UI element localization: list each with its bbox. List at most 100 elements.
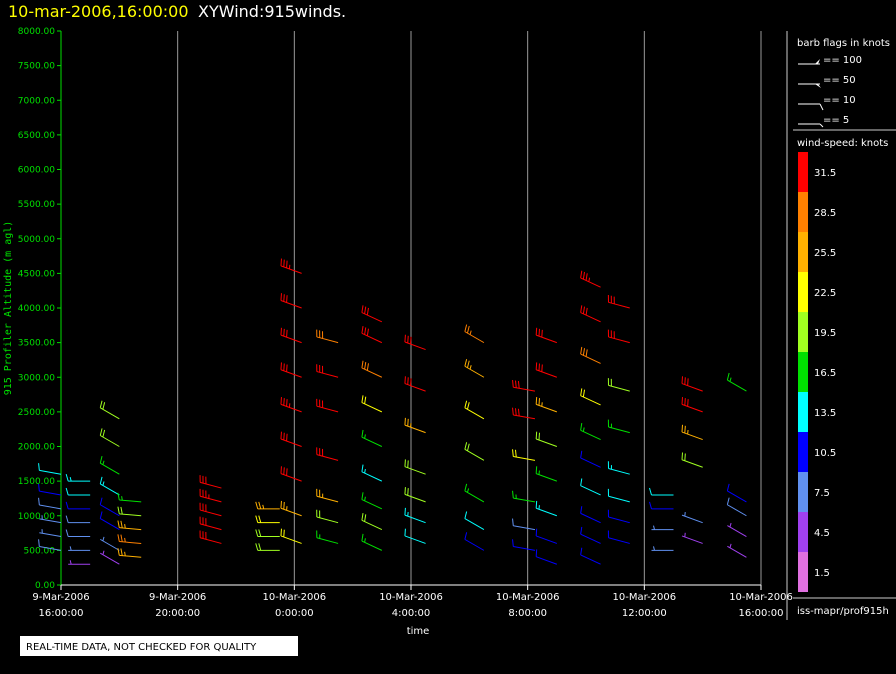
- barb-feather: [585, 349, 588, 357]
- barb-feather: [407, 377, 409, 385]
- barb-half: [653, 525, 655, 530]
- barb-feather: [404, 528, 406, 536]
- barb-feather: [580, 526, 583, 535]
- barb-feather: [464, 359, 468, 367]
- wind-barb: [464, 532, 485, 551]
- barb-feather: [684, 398, 686, 406]
- barb-shaft: [464, 538, 485, 551]
- barb-feather: [117, 548, 120, 556]
- barb-half: [469, 365, 472, 370]
- barb-shaft: [119, 541, 142, 544]
- x-tick-label: 16:00:00: [39, 608, 84, 619]
- barb-feather: [517, 408, 520, 417]
- x-tick-label: 20:00:00: [155, 608, 200, 619]
- barb-feather: [364, 514, 367, 522]
- barb-feather: [283, 398, 285, 406]
- x-tick-label: 16:00:00: [739, 608, 784, 619]
- colorbar-title: wind-speed: knots: [797, 138, 888, 149]
- wind-barb: [580, 423, 601, 441]
- colorbar-swatch: [798, 272, 808, 312]
- colorbar-swatch: [798, 192, 808, 232]
- barb-shaft: [513, 456, 536, 461]
- legend-label: == 100: [823, 55, 862, 66]
- barb-shaft: [464, 407, 485, 420]
- barb-feather: [580, 305, 583, 313]
- barb-feather: [535, 466, 538, 474]
- wind-barb: [316, 398, 339, 413]
- y-tick-label: 2500.00: [18, 408, 55, 418]
- barb-shaft: [681, 514, 703, 524]
- wind-barb: [280, 327, 302, 344]
- barb-feather: [117, 534, 120, 542]
- barb-feather: [280, 258, 282, 266]
- wind-barb: [512, 539, 536, 551]
- wind-barb: [651, 546, 674, 551]
- wind-barb: [535, 500, 558, 517]
- barb-feather: [283, 467, 285, 475]
- y-tick-label: 3500.00: [18, 339, 55, 349]
- barb-shaft: [580, 312, 601, 323]
- barb-feather: [681, 452, 684, 460]
- barb-feather: [280, 500, 282, 509]
- barb-feather: [649, 501, 652, 509]
- barb-feather: [684, 377, 686, 385]
- chart-subtitle: XYWind:915winds.: [198, 2, 346, 21]
- wind-barb: [255, 543, 280, 551]
- legend-flag: [815, 59, 820, 64]
- legend-flag: [815, 84, 821, 88]
- barb-half: [102, 536, 105, 542]
- barb-feather: [361, 429, 364, 438]
- barb-half: [364, 468, 366, 474]
- barb-feather: [580, 423, 583, 431]
- barb-shaft: [513, 386, 536, 392]
- barb-feather: [512, 407, 514, 416]
- barb-feather: [99, 428, 103, 436]
- notice: REAL-TIME DATA, NOT CHECKED FOR QUALITY: [26, 642, 257, 653]
- x-axis-label: time: [407, 626, 430, 637]
- barb-shaft: [535, 535, 558, 544]
- barb-feather: [364, 327, 367, 335]
- barb-shaft: [580, 533, 601, 544]
- barb-half: [582, 427, 585, 432]
- barb-shaft: [361, 367, 383, 378]
- wind-barb: [199, 502, 222, 517]
- barb-feather: [286, 468, 288, 476]
- barb-feather: [535, 500, 538, 509]
- barb-feather: [538, 432, 540, 441]
- wind-barb: [255, 529, 280, 538]
- barb-feather: [649, 487, 652, 496]
- barb-feather: [404, 459, 406, 467]
- barb-feather: [258, 515, 262, 523]
- y-tick-label: 4500.00: [18, 269, 55, 279]
- wind-barb: [361, 492, 383, 510]
- barb-shaft: [316, 371, 339, 378]
- barb-feather: [726, 483, 730, 492]
- barb-feather: [65, 529, 69, 537]
- barb-shaft: [404, 535, 426, 544]
- x-tick-label: 12:00:00: [622, 608, 667, 619]
- barb-feather: [466, 443, 470, 451]
- barb-feather: [464, 442, 468, 450]
- barb-half: [364, 538, 366, 543]
- barb-feather: [410, 378, 412, 386]
- barb-feather: [366, 363, 369, 371]
- wind-barb: [65, 501, 91, 510]
- wind-barb: [316, 447, 339, 461]
- wind-barb: [580, 450, 601, 468]
- barb-feather: [585, 307, 588, 316]
- barb-feather: [681, 424, 684, 433]
- chart-title: 10-mar-2006,16:00:00: [8, 2, 189, 21]
- barb-half: [124, 537, 126, 543]
- barb-shaft: [280, 369, 302, 378]
- barb-shaft: [580, 353, 601, 364]
- barb-shaft: [100, 504, 120, 517]
- barb-feather: [535, 528, 538, 536]
- barb-feather: [280, 327, 282, 336]
- barb-feather: [541, 329, 543, 338]
- barb-feather: [65, 473, 69, 482]
- barb-feather: [466, 325, 470, 334]
- barb-shaft: [200, 509, 222, 517]
- wind-barb: [580, 506, 601, 524]
- wind-barb: [361, 464, 383, 482]
- barb-shaft: [39, 532, 62, 538]
